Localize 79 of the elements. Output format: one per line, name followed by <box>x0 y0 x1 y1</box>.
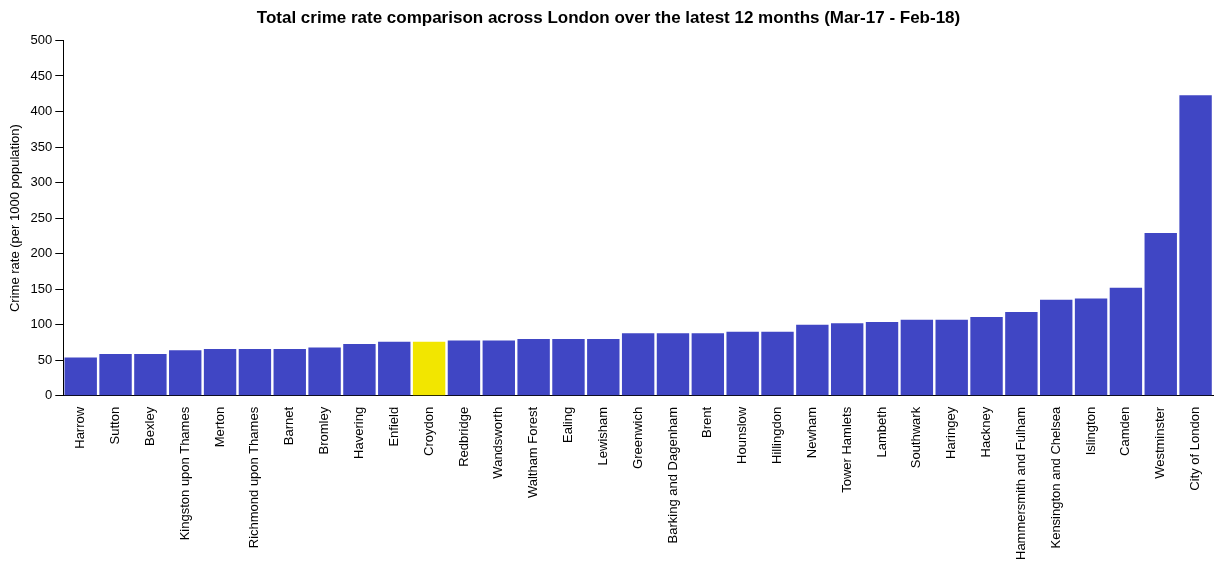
x-tick-label: Tower Hamlets <box>838 406 854 493</box>
bar <box>203 348 237 396</box>
bar <box>343 343 376 396</box>
bar <box>970 316 1003 396</box>
x-tick-label: Havering <box>351 406 367 459</box>
bar <box>552 338 585 396</box>
x-tick-label: Barking and Dagenham <box>664 406 680 544</box>
x-tick-label: Bromley <box>316 406 332 455</box>
x-tick-label: Southwark <box>908 406 924 469</box>
bar <box>412 341 446 396</box>
bar <box>99 353 132 396</box>
x-tick-label: Redbridge <box>455 406 471 467</box>
bar <box>621 333 655 396</box>
y-tick-label: 100 <box>30 316 53 332</box>
x-tick-label: Croydon <box>420 406 436 456</box>
bar <box>308 347 341 396</box>
x-tick-label: Brent <box>699 406 715 438</box>
bar <box>691 333 725 396</box>
x-tick-label: Ealing <box>560 406 576 443</box>
x-tick-label: Newham <box>803 406 819 459</box>
x-tick-label: Haringey <box>943 406 959 459</box>
y-tick-label: 50 <box>37 351 53 367</box>
bar <box>378 341 411 396</box>
bar <box>1040 299 1073 396</box>
y-tick-label: 500 <box>30 31 53 47</box>
y-tick-label: 200 <box>30 245 53 261</box>
bar <box>656 333 690 396</box>
bar <box>64 357 97 396</box>
x-tick-label: Waltham Forest <box>525 406 541 499</box>
x-tick-label: City of London <box>1187 406 1203 491</box>
y-tick-label: 400 <box>30 103 53 119</box>
bar <box>761 331 794 396</box>
bar <box>1144 233 1177 396</box>
bar <box>273 348 306 396</box>
y-tick-label: 150 <box>30 280 53 296</box>
y-tick-label: 450 <box>30 67 53 83</box>
bar <box>900 319 934 396</box>
bar <box>1109 287 1143 396</box>
y-tick-label: 250 <box>30 209 53 225</box>
bar <box>134 353 167 396</box>
x-tick-label: Greenwich <box>629 406 645 469</box>
y-tick-label: 0 <box>45 387 53 403</box>
y-axis-title: Crime rate (per 1000 population) <box>7 124 23 313</box>
bar <box>587 338 620 396</box>
x-tick-label: Lewisham <box>594 406 610 466</box>
x-tick-label: Hillingdon <box>769 406 785 464</box>
x-tick-label: Kingston upon Thames <box>176 406 192 541</box>
bar <box>935 319 968 396</box>
x-tick-label: Sutton <box>107 406 123 445</box>
x-tick-label: Richmond upon Thames <box>246 406 262 549</box>
x-tick-label: Hammersmith and Fulham <box>1012 406 1028 560</box>
x-tick-label: Wandsworth <box>490 406 506 479</box>
y-tick-label: 300 <box>30 174 53 190</box>
bar <box>169 350 202 396</box>
x-tick-label: Harrow <box>72 406 88 449</box>
bar <box>1074 298 1108 396</box>
bar <box>796 324 829 396</box>
x-tick-label: Lambeth <box>873 406 889 458</box>
x-tick-label: Islington <box>1082 406 1098 456</box>
bar <box>1179 95 1212 396</box>
x-tick-label: Enfield <box>385 406 401 447</box>
bar <box>865 321 899 396</box>
x-tick-label: Kensington and Chelsea <box>1047 406 1063 549</box>
x-tick-label: Barnet <box>281 406 297 446</box>
bar <box>1005 311 1038 396</box>
bar <box>726 331 759 396</box>
bar <box>482 340 515 396</box>
x-tick-label: Hackney <box>978 406 994 458</box>
x-tick-label: Bexley <box>141 406 157 446</box>
bar <box>517 338 550 396</box>
bar <box>447 340 481 396</box>
chart-title: Total crime rate comparison across London over the latest 12 months (Mar-17 - Feb-18) <box>256 7 961 27</box>
x-tick-label: Camden <box>1117 406 1133 456</box>
x-tick-label: Merton <box>211 406 227 448</box>
x-tick-label: Westminster <box>1152 406 1168 479</box>
bar <box>830 323 864 396</box>
bar <box>238 348 272 396</box>
x-tick-label: Hounslow <box>734 406 750 464</box>
y-tick-label: 350 <box>30 138 53 154</box>
